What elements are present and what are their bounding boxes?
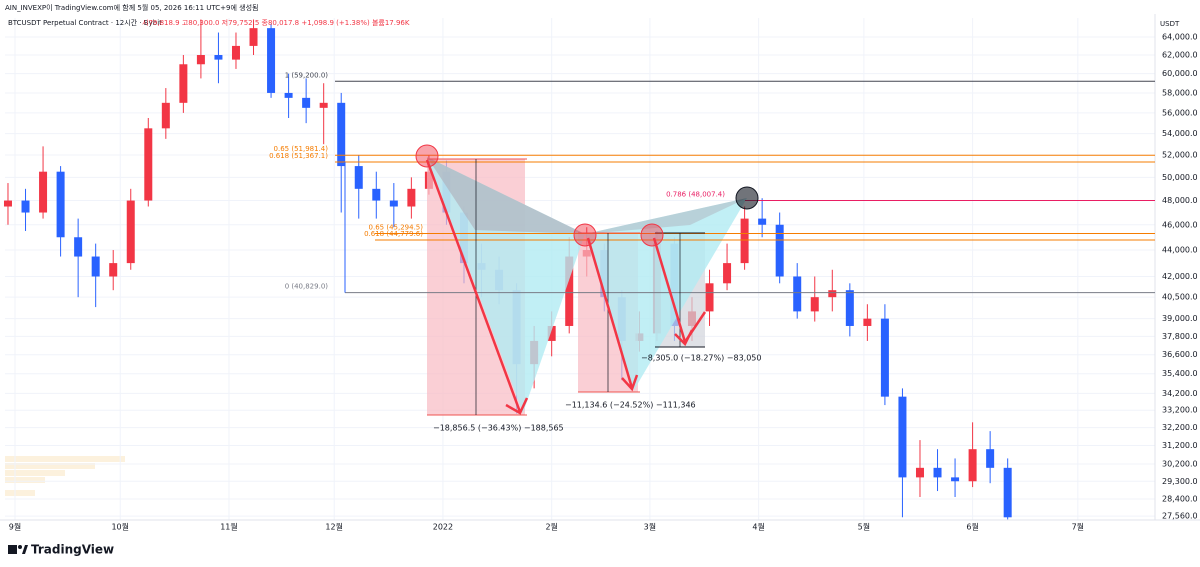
candle-body	[126, 200, 135, 264]
logo	[8, 545, 28, 554]
ohlc-info: 시79,818.9 고80,300.0 저79,752.5 종80,017.8 …	[142, 18, 410, 27]
candle-body	[986, 449, 995, 468]
y-tick-label: 40,500.0	[1162, 293, 1198, 302]
candle-body	[565, 256, 574, 326]
y-tick-label: 35,400.0	[1162, 369, 1198, 378]
candle-body	[775, 224, 784, 277]
y-tick-label: 28,400.0	[1162, 494, 1198, 503]
y-tick-label: 56,000.0	[1162, 108, 1198, 117]
candle-body	[144, 128, 153, 201]
y-tick-label: 30,200.0	[1162, 460, 1198, 469]
candle-body	[91, 256, 100, 277]
y-tick-label: 60,000.0	[1162, 69, 1198, 78]
y-tick-label: 64,000.0	[1162, 32, 1198, 41]
fib-label: 1 (59,200.0)	[285, 71, 329, 79]
y-tick-label: 39,000.0	[1162, 314, 1198, 323]
candle-body	[302, 97, 311, 108]
y-tick-label: 32,200.0	[1162, 423, 1198, 432]
y-tick-label: 58,000.0	[1162, 88, 1198, 97]
symbol-title: BTCUSDT Perpetual Contract · 12시간 · Bybi…	[8, 18, 162, 27]
y-tick-label: 37,800.0	[1162, 332, 1198, 341]
y-tick-label: 27,560.0	[1162, 512, 1198, 521]
candle-body	[249, 28, 258, 46]
candle-body	[21, 200, 30, 213]
candle-body	[3, 200, 12, 207]
y-tick-label: 54,000.0	[1162, 129, 1198, 138]
x-tick-label: 12월	[325, 522, 343, 532]
candle-body	[74, 237, 83, 257]
candle-body	[758, 218, 767, 225]
candle-body	[214, 55, 223, 60]
y-tick-label: 44,000.0	[1162, 246, 1198, 255]
x-tick-label: 9월	[9, 522, 21, 532]
y-tick-label: 34,200.0	[1162, 389, 1198, 398]
candle-body	[109, 263, 118, 277]
y-tick-label: 31,200.0	[1162, 441, 1198, 450]
fib-label: 0.618 (44,779.6)	[364, 230, 423, 238]
fib-label: 0.65 (45,294.5)	[369, 224, 424, 232]
y-tick-label: 50,000.0	[1162, 173, 1198, 182]
candle-body	[863, 318, 872, 326]
candle-body	[56, 171, 65, 238]
candle-body	[740, 218, 749, 264]
candle-body	[354, 166, 363, 189]
x-tick-label: 10월	[111, 522, 129, 532]
drawings-front	[415, 144, 759, 416]
candle-body	[810, 297, 819, 312]
candle-body	[1003, 467, 1012, 518]
measure-label: −11,134.6 (−24.52%) −111,346	[565, 401, 696, 410]
y-tick-label: 29,300.0	[1162, 477, 1198, 486]
candle-body	[547, 325, 556, 341]
candle-body	[968, 449, 977, 482]
candle-body	[196, 55, 205, 65]
candle-body	[179, 64, 188, 103]
volume-profile	[5, 456, 125, 496]
candle-body	[915, 467, 924, 478]
x-tick-label: 2022	[433, 523, 453, 532]
y-tick-label: 33,200.0	[1162, 406, 1198, 415]
measure-label: −18,856.5 (−36.43%) −188,565	[433, 424, 564, 433]
candle-body	[267, 28, 276, 93]
candle-body	[161, 102, 170, 129]
measure-label: −8,305.0 (−18.27%) −83,050	[641, 354, 761, 363]
fib-label: 0.786 (48,007.4)	[666, 190, 725, 198]
candle-body	[705, 283, 714, 312]
fib-label: 0 (40,829.0)	[285, 283, 329, 291]
currency: USDT	[1160, 20, 1180, 28]
candle-body	[723, 263, 732, 284]
y-tick-label: 48,000.0	[1162, 196, 1198, 205]
candle-body	[951, 477, 960, 482]
x-tick-label: 11월	[220, 522, 238, 532]
x-tick-label: 6월	[966, 522, 978, 532]
candle-body	[319, 102, 328, 108]
x-tick-label: 3월	[644, 522, 656, 532]
brand: TradingView	[31, 543, 114, 557]
candle-body	[898, 396, 907, 478]
x-tick-label: 7월	[1072, 522, 1084, 532]
candle-body	[407, 188, 416, 207]
candle-body	[933, 467, 942, 478]
candle-body	[372, 188, 381, 201]
candle-body	[39, 171, 48, 213]
x-tick-label: 5월	[858, 522, 870, 532]
candle-body	[793, 276, 802, 312]
y-tick-label: 62,000.0	[1162, 51, 1198, 60]
y-tick-label: 42,000.0	[1162, 272, 1198, 281]
fib-label: 0.618 (51,367.1)	[269, 152, 328, 160]
candle-body	[284, 92, 293, 98]
candle-body	[389, 200, 398, 207]
watermark: AIN_INVEXP이 TradingView.com에 함께 5월 05, 2…	[5, 3, 258, 12]
candle-body	[828, 290, 837, 298]
y-tick-label: 36,600.0	[1162, 350, 1198, 359]
candle-body	[880, 318, 889, 397]
candle-body	[845, 290, 854, 326]
fib-label: 0.65 (51,981.4)	[274, 145, 329, 153]
y-tick-label: 52,000.0	[1162, 151, 1198, 160]
x-tick-label: 4월	[752, 522, 764, 532]
candle-body	[231, 45, 240, 60]
candle-body	[337, 102, 346, 167]
x-tick-label: 2월	[545, 522, 557, 532]
y-tick-label: 46,000.0	[1162, 220, 1198, 229]
